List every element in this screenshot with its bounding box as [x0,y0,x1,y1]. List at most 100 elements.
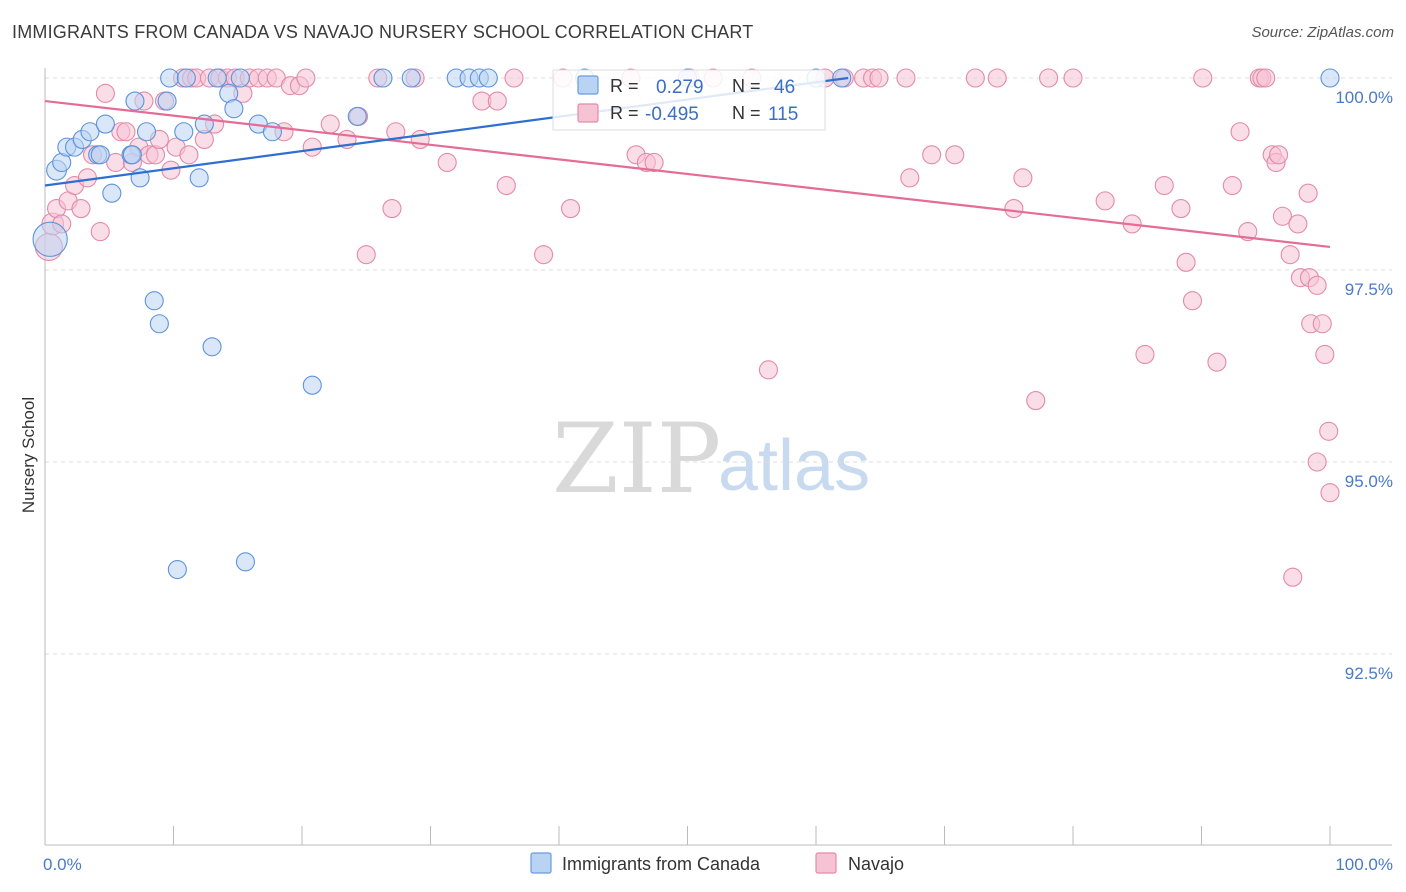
canada-point [157,91,177,111]
y-tick-label: 95.0% [1345,472,1393,491]
chart-title: IMMIGRANTS FROM CANADA VS NAVAJO NURSERY… [12,22,754,42]
navajo-point [1315,344,1335,365]
canada-point [1320,68,1340,88]
watermark-zip: ZIP [552,403,721,515]
navajo-point [1193,68,1213,88]
navajo-point [1154,175,1174,196]
stats-box: R = 0.279 N = 46 R = -0.495 N = 115 [552,69,826,131]
navajo-point [1288,214,1308,234]
legend-swatch-navajo [815,852,837,874]
legend-label-canada: Immigrants from Canada [562,854,761,874]
canada-point [202,337,222,357]
navajo-point [1320,483,1340,503]
y-tick-label: 92.5% [1345,664,1393,683]
canada-point [32,221,68,257]
stats-canada-n-value: 46 [774,77,795,98]
legend-label-navajo: Navajo [848,854,904,874]
navajo-point [320,114,340,134]
navajo-point [1039,68,1059,88]
navajo-point [496,175,516,196]
canada-point [235,552,256,572]
navajo-point [1171,199,1191,219]
navajo-point [1182,291,1203,311]
y-tick-label: 97.5% [1345,280,1393,299]
navajo-point [1026,391,1046,411]
stats-swatch-canada [577,75,599,95]
navajo-point [1280,245,1300,265]
navajo-point [900,168,920,188]
canada-point [149,314,169,334]
navajo-point [1319,421,1339,441]
canada-point [125,91,145,111]
navajo-point [644,152,664,173]
navajo-point [1312,314,1332,334]
navajo-point [410,129,430,149]
stats-navajo-n-value: 115 [768,104,798,125]
navajo-point [1298,183,1318,203]
navajo-point [90,222,110,242]
y-axis-label: Nursery School [19,397,38,513]
stats-navajo-n-label: N = [732,103,761,123]
navajo-point [71,199,91,219]
canada-point [136,122,157,142]
canada-point [160,68,180,88]
navajo-point [1207,352,1227,372]
navajo-point [1256,68,1276,88]
canada-point [122,145,142,165]
navajo-point [487,91,507,111]
navajo-point [965,68,985,88]
navajo-point [1095,191,1115,211]
navajo-point [1063,68,1083,88]
canada-point [302,375,322,395]
trend-line-navajo [44,99,1331,249]
stats-navajo-r-label: R = [610,103,639,123]
navajo-point [95,83,115,103]
canada-point [174,122,194,142]
navajo-point [1283,567,1303,587]
legend-swatch-canada [530,852,552,874]
canada-point [224,99,244,119]
navajo-point [534,245,554,265]
tick-labels: 100.0% 97.5% 95.0% 92.5% 0.0% 100.0% [43,88,1393,874]
navajo-point [77,168,97,188]
canada-point [80,122,100,142]
navajo-point [1307,452,1327,472]
navajo-point [869,68,889,88]
stats-navajo-r-value: -0.495 [645,104,699,125]
navajo-point [758,360,779,380]
navajo-point [1222,175,1242,196]
navajo-point [1013,168,1033,188]
canada-point [347,106,367,126]
navajo-point [1176,252,1196,272]
navajo-point [1272,206,1293,226]
stats-swatch-navajo [577,103,599,123]
navajo-point [1269,145,1289,165]
watermark-atlas: atlas [718,426,870,506]
navajo-point [987,68,1007,88]
navajo-point [437,152,457,173]
stats-canada-r-label: R = [610,76,639,96]
navajo-point [356,245,376,265]
canada-point [207,68,227,88]
canada-point [176,68,196,88]
navajo-point [561,199,581,219]
x-tick-label: 0.0% [43,855,82,874]
x-tick-label: 100.0% [1335,855,1393,874]
canada-point [102,183,122,203]
canada-point [90,145,110,165]
canada-point [230,68,250,88]
navajo-point [504,68,524,88]
navajo-point [1004,199,1024,219]
navajo-point [179,145,199,165]
canada-point [95,114,115,134]
navajo-point [922,145,942,165]
y-tick-label: 100.0% [1335,88,1393,107]
axes [44,68,1392,846]
canada-point [144,291,164,311]
navajo-point [1230,122,1250,142]
navajo-point [1307,275,1327,295]
stats-canada-n-label: N = [732,76,761,96]
canada-point [189,168,209,188]
legend: Immigrants from Canada Navajo [530,852,904,874]
